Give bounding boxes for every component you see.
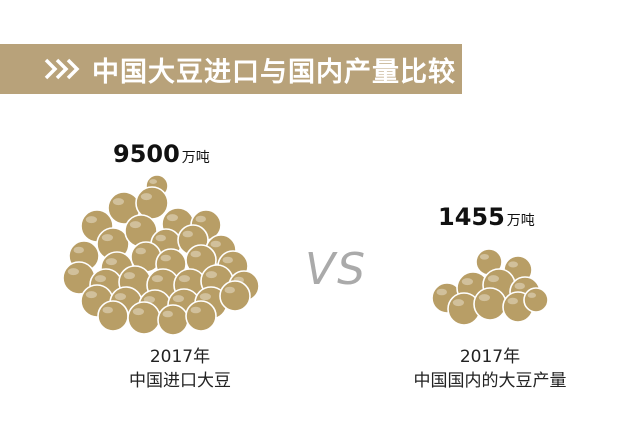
import-unit-label: 万吨 (181, 150, 210, 166)
vs-label: VS (305, 244, 368, 295)
production-label: 中国国内的大豆产量 (413, 371, 567, 391)
import-value-label: 9500 (113, 140, 180, 168)
import-bean (185, 300, 217, 332)
import-caption: 2017年 中国进口大豆 (100, 345, 260, 393)
production-bean (523, 287, 549, 313)
double-chevron-icon (44, 58, 82, 80)
production-unit-label: 万吨 (506, 213, 535, 229)
import-label: 中国进口大豆 (129, 371, 231, 391)
import-bean (127, 301, 161, 335)
import-year: 2017年 (149, 347, 211, 367)
title-band: 中国大豆进口与国内产量比较 (0, 44, 462, 94)
production-year: 2017年 (459, 347, 521, 367)
import-amount: 9500 万吨 (113, 140, 210, 168)
production-bean (475, 248, 503, 276)
production-caption: 2017年 中国国内的大豆产量 (400, 345, 580, 393)
production-value-label: 1455 (438, 203, 505, 231)
production-amount: 1455 万吨 (438, 203, 535, 231)
import-bean (219, 280, 251, 312)
production-bean (473, 287, 507, 321)
page-title: 中国大豆进口与国内产量比较 (92, 56, 456, 88)
